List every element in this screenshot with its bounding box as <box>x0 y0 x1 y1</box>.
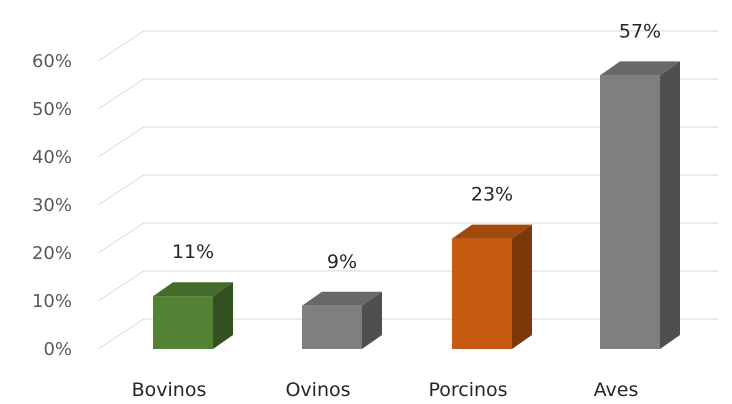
gridline <box>97 222 718 254</box>
bar-front-face <box>153 296 213 349</box>
data-labels: 11% 9% 23% 57% <box>172 20 661 272</box>
bar-side-face <box>660 61 680 350</box>
bar-front-face <box>302 305 362 349</box>
bar-front-face <box>452 238 512 349</box>
y-tick-label: 30% <box>32 195 72 216</box>
bar-side-face <box>512 224 532 349</box>
data-label: 11% <box>172 241 214 263</box>
y-tick-label: 50% <box>32 99 72 120</box>
bar-top-face <box>302 291 382 306</box>
category-labels: Bovinos Ovinos Porcinos Aves <box>132 379 639 401</box>
y-axis-tick-labels: 0% 10% 20% 30% 40% 50% 60% <box>32 51 72 360</box>
bar-ovinos <box>302 291 382 349</box>
bar-side-face <box>213 282 233 349</box>
category-label: Ovinos <box>285 379 350 401</box>
y-tick-label: 10% <box>32 291 72 312</box>
y-tick-label: 60% <box>32 51 72 72</box>
bar-side-face <box>362 291 382 349</box>
data-label: 23% <box>471 184 513 206</box>
data-label: 9% <box>327 251 357 273</box>
gridline <box>97 174 718 206</box>
bar-aves <box>600 61 680 350</box>
bar-top-face <box>452 224 532 239</box>
category-label: Bovinos <box>132 379 207 401</box>
y-tick-label: 0% <box>43 339 72 360</box>
bar-top-face <box>153 282 233 297</box>
gridlines <box>97 30 718 350</box>
bar-top-face <box>600 61 680 76</box>
y-tick-label: 20% <box>32 243 72 264</box>
bar-porcinos <box>452 224 532 349</box>
gridline <box>97 126 718 158</box>
bar-front-face <box>600 75 660 350</box>
gridline <box>97 30 718 62</box>
bars <box>153 61 680 350</box>
category-label: Porcinos <box>428 379 507 401</box>
gridline <box>97 78 718 110</box>
category-label: Aves <box>594 379 639 401</box>
bar-bovinos <box>153 282 233 349</box>
y-tick-label: 40% <box>32 147 72 168</box>
data-label: 57% <box>619 20 661 42</box>
